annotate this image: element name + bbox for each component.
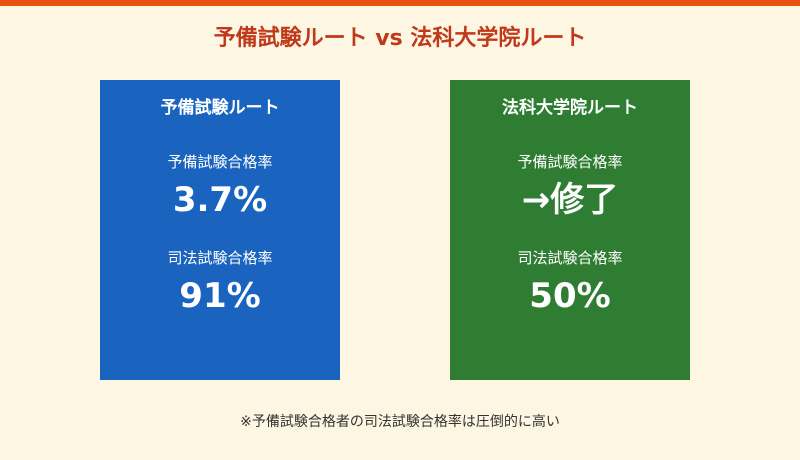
stat-label-prep-exam-rate: 予備試験合格率 <box>517 153 623 171</box>
stat-value-completion: →修了 <box>521 180 619 220</box>
page-title: 予備試験ルート vs 法科大学院ルート <box>213 26 587 51</box>
card-heading: 法科大学院ルート <box>502 98 638 118</box>
stat-label-prep-exam-rate: 予備試験合格率 <box>167 153 273 171</box>
card-law-school-route: 法科大学院ルート 予備試験合格率 →修了 司法試験合格率 50% <box>450 80 690 380</box>
stat-value-prep-exam-rate: 3.7% <box>172 180 268 220</box>
footnote: ※予備試験合格者の司法試験合格率は圧倒的に高い <box>240 414 560 430</box>
stat-label-bar-exam-rate: 司法試験合格率 <box>517 249 623 267</box>
card-heading: 予備試験ルート <box>160 98 280 118</box>
card-prep-route: 予備試験ルート 予備試験合格率 3.7% 司法試験合格率 91% <box>100 80 340 380</box>
stat-label-bar-exam-rate: 司法試験合格率 <box>167 249 273 267</box>
top-accent-bar <box>0 0 800 6</box>
stat-value-bar-exam-rate: 91% <box>179 276 261 316</box>
stat-value-bar-exam-rate: 50% <box>529 276 611 316</box>
